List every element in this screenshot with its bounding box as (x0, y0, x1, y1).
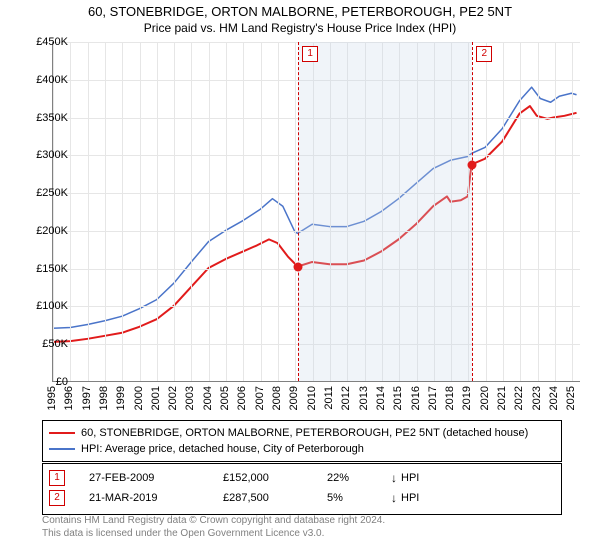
x-axis-label: 2020 (479, 386, 491, 410)
event-number-icon: 1 (49, 470, 65, 486)
gridline-v (157, 42, 158, 381)
gridline-v (486, 42, 487, 381)
x-axis-label: 2006 (236, 386, 248, 410)
gridline-v (572, 42, 573, 381)
x-axis-label: 2023 (531, 386, 543, 410)
x-axis-label: 2005 (219, 386, 231, 410)
legend-item-subject: 60, STONEBRIDGE, ORTON MALBORNE, PETERBO… (49, 425, 555, 441)
gridline-v (53, 42, 54, 381)
event-vs-label: HPI (401, 488, 419, 508)
event-point (294, 263, 303, 272)
x-axis-label: 2025 (565, 386, 577, 410)
x-axis-label: 2003 (184, 386, 196, 410)
x-axis-label: 1998 (98, 386, 110, 410)
x-axis-label: 2022 (513, 386, 525, 410)
x-axis-label: 2002 (167, 386, 179, 410)
gridline-v (174, 42, 175, 381)
x-axis-label: 2013 (358, 386, 370, 410)
event-marker-line (298, 42, 299, 381)
y-axis-label: £400K (36, 74, 68, 86)
event-number-icon: 2 (49, 490, 65, 506)
event-delta: ↓ HPI (391, 468, 419, 488)
event-price: £152,000 (223, 468, 303, 488)
event-marker-number-icon: 2 (476, 46, 492, 62)
gridline-v (191, 42, 192, 381)
x-axis-label: 2010 (306, 386, 318, 410)
gridline-v (520, 42, 521, 381)
x-axis-label: 2015 (392, 386, 404, 410)
event-row-2: 2 21-MAR-2019 £287,500 5% ↓ HPI (49, 488, 555, 508)
chart-container: { "title": "60, STONEBRIDGE, ORTON MALBO… (0, 0, 600, 560)
y-axis-label: £200K (36, 225, 68, 237)
x-axis-label: 2001 (150, 386, 162, 410)
footer-line-1: Contains HM Land Registry data © Crown c… (42, 514, 562, 527)
x-axis-label: 1999 (115, 386, 127, 410)
shaded-region (298, 42, 472, 381)
footer-attribution: Contains HM Land Registry data © Crown c… (42, 514, 562, 540)
gridline-v (538, 42, 539, 381)
chart-title: 60, STONEBRIDGE, ORTON MALBORNE, PETERBO… (0, 0, 600, 20)
gridline-v (555, 42, 556, 381)
x-axis-label: 2018 (444, 386, 456, 410)
event-pct: 5% (327, 488, 367, 508)
legend-item-hpi: HPI: Average price, detached house, City… (49, 441, 555, 457)
gridline-v (122, 42, 123, 381)
x-axis-label: 2021 (496, 386, 508, 410)
event-row-1: 1 27-FEB-2009 £152,000 22% ↓ HPI (49, 468, 555, 488)
arrow-down-icon: ↓ (391, 488, 397, 508)
event-date: 21-MAR-2019 (89, 488, 199, 508)
gridline-v (140, 42, 141, 381)
gridline-v (295, 42, 296, 381)
gridline-v (88, 42, 89, 381)
y-axis-label: £300K (36, 149, 68, 161)
y-axis-label: £350K (36, 112, 68, 124)
legend-swatch-hpi (49, 448, 75, 450)
legend: 60, STONEBRIDGE, ORTON MALBORNE, PETERBO… (42, 420, 562, 462)
x-axis-label: 2024 (548, 386, 560, 410)
y-axis-label: £150K (36, 263, 68, 275)
event-point (468, 160, 477, 169)
y-axis-label: £100K (36, 300, 68, 312)
y-axis-label: £50K (42, 338, 68, 350)
gridline-v (209, 42, 210, 381)
gridline-v (261, 42, 262, 381)
x-axis-label: 1996 (63, 386, 75, 410)
legend-swatch-subject (49, 432, 75, 434)
x-axis-label: 2011 (323, 386, 335, 410)
arrow-down-icon: ↓ (391, 468, 397, 488)
gridline-v (105, 42, 106, 381)
events-table: 1 27-FEB-2009 £152,000 22% ↓ HPI 2 21-MA… (42, 463, 562, 515)
x-axis-label: 2012 (340, 386, 352, 410)
x-axis-label: 2016 (410, 386, 422, 410)
legend-label-subject: 60, STONEBRIDGE, ORTON MALBORNE, PETERBO… (81, 425, 528, 441)
chart-subtitle: Price paid vs. HM Land Registry's House … (0, 20, 600, 40)
event-marker-number-icon: 1 (302, 46, 318, 62)
event-vs-label: HPI (401, 468, 419, 488)
gridline-v (503, 42, 504, 381)
event-delta: ↓ HPI (391, 488, 419, 508)
x-axis-label: 2014 (375, 386, 387, 410)
event-date: 27-FEB-2009 (89, 468, 199, 488)
footer-line-2: This data is licensed under the Open Gov… (42, 527, 562, 540)
y-axis-label: £250K (36, 187, 68, 199)
gridline-v (278, 42, 279, 381)
x-axis-label: 2007 (254, 386, 266, 410)
y-axis-label: £450K (36, 36, 68, 48)
x-axis-label: 2019 (461, 386, 473, 410)
x-axis-label: 2017 (427, 386, 439, 410)
x-axis-label: 2004 (202, 386, 214, 410)
x-axis-label: 1997 (81, 386, 93, 410)
event-pct: 22% (327, 468, 367, 488)
event-price: £287,500 (223, 488, 303, 508)
x-axis-label: 2000 (133, 386, 145, 410)
legend-label-hpi: HPI: Average price, detached house, City… (81, 441, 364, 457)
gridline-v (70, 42, 71, 381)
x-axis-label: 2008 (271, 386, 283, 410)
x-axis-label: 1995 (46, 386, 58, 410)
x-axis-label: 2009 (288, 386, 300, 410)
plot-area: 12 (52, 42, 580, 382)
gridline-v (243, 42, 244, 381)
gridline-v (226, 42, 227, 381)
event-marker-line (472, 42, 473, 381)
